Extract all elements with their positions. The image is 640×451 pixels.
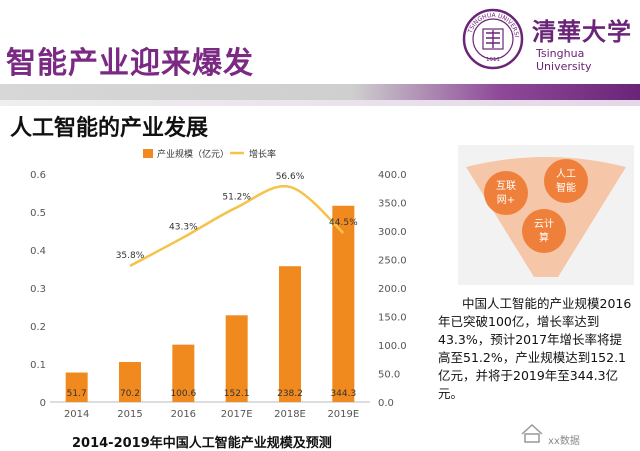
- funnel-circle-cloud: [522, 209, 566, 253]
- bar-value-label: 238.2: [277, 389, 303, 399]
- left-tick-label: 0.1: [30, 360, 46, 371]
- university-seal-icon: TSINGHUA UNIVERSITY 1911: [462, 8, 524, 70]
- left-tick-label: 0.5: [30, 208, 46, 219]
- growth-value-label: 43.3%: [169, 222, 198, 232]
- svg-text:1911: 1911: [486, 57, 500, 63]
- growth-value-label: 35.8%: [116, 251, 145, 261]
- bar-value-label: 152.1: [224, 389, 250, 399]
- description-text: 中国人工智能的产业规模2016年已突破100亿，增长率达到43.3%，预计201…: [438, 296, 632, 401]
- legend-swatch-bar: [143, 149, 153, 158]
- x-tick-label: 2018E: [274, 409, 306, 420]
- right-tick-label: 150.0: [378, 313, 407, 324]
- section-title: 人工智能的产业发展: [10, 116, 209, 141]
- funnel-svg: 互联 网+ 人工 智能 云计 算: [466, 157, 626, 277]
- x-axis-ticks: 2014 2015 2016 2017E 2018E 2019E: [64, 409, 359, 420]
- chart-legend: 产业规模（亿元） 增长率: [143, 148, 276, 160]
- left-tick-label: 0: [40, 398, 46, 409]
- growth-data-labels: 35.8% 43.3% 51.2% 56.6% 44.5%: [116, 172, 358, 261]
- funnel-label-cloud-1: 云计: [534, 217, 554, 230]
- right-tick-label: 250.0: [378, 256, 407, 267]
- bar: [172, 344, 195, 402]
- right-tick-label: 0.0: [378, 398, 394, 409]
- growth-line: [129, 184, 345, 268]
- watermark-text: xx数据: [548, 436, 580, 447]
- bar: [332, 205, 355, 402]
- funnel-label-ai-1: 人工: [556, 168, 576, 180]
- bar-value-label: 70.2: [120, 389, 140, 399]
- growth-value-label: 56.6%: [276, 172, 305, 182]
- bar-value-label: 51.7: [67, 389, 87, 399]
- header-band-shadow: [0, 100, 640, 106]
- x-tick-label: 2016: [171, 409, 196, 420]
- right-tick-label: 200.0: [378, 284, 407, 295]
- left-tick-label: 0.4: [30, 246, 46, 257]
- university-name-en: Tsinghua University: [536, 47, 592, 73]
- bar: [65, 372, 88, 402]
- chart-caption: 2014-2019年中国人工智能产业规模及预测: [72, 436, 332, 451]
- right-tick-label: 400.0: [378, 170, 407, 181]
- slide-title: 智能产业迎来爆发: [6, 46, 254, 81]
- x-tick-label: 2015: [117, 409, 142, 420]
- right-tick-label: 50.0: [378, 370, 400, 381]
- x-tick-label: 2014: [64, 409, 89, 420]
- funnel-label-cloud-2: 算: [539, 231, 549, 244]
- right-tick-label: 100.0: [378, 341, 407, 352]
- watermark-logo-icon: [521, 423, 543, 443]
- university-name-cn: 清華大学: [532, 17, 632, 46]
- bar-value-label: 344.3: [330, 389, 356, 399]
- legend-label-bar: 产业规模（亿元）: [157, 148, 229, 160]
- left-axis: 0 0.1 0.2 0.3 0.4 0.5 0.6: [30, 170, 46, 409]
- x-tick-label: 2019E: [327, 409, 359, 420]
- growth-value-label: 51.2%: [222, 192, 251, 202]
- funnel-circle-internet: [484, 171, 528, 215]
- bar: [225, 315, 248, 402]
- left-tick-label: 0.3: [30, 284, 46, 295]
- x-tick-label: 2017E: [221, 409, 253, 420]
- growth-line-series: [129, 184, 345, 268]
- legend-label-line: 增长率: [249, 148, 276, 160]
- industry-scale-chart: 产业规模（亿元） 增长率 0 0.1 0.2 0.3 0.4 0.5 0.6 0.0 50.0…: [0, 140, 420, 430]
- header-band: [0, 84, 640, 100]
- funnel-graphic: 互联 网+ 人工 智能 云计 算: [458, 145, 634, 285]
- right-tick-label: 350.0: [378, 199, 407, 210]
- funnel-label-internet-2: 网+: [497, 194, 515, 206]
- growth-value-label: 44.5%: [329, 218, 358, 228]
- bar-data-labels: 51.7 70.2 100.6 152.1 238.2 344.3: [67, 389, 357, 399]
- chart-svg: 产业规模（亿元） 增长率 0 0.1 0.2 0.3 0.4 0.5 0.6 0.0 50.0…: [30, 148, 407, 420]
- funnel-label-internet-1: 互联: [496, 180, 516, 192]
- left-tick-label: 0.6: [30, 170, 46, 181]
- bar: [119, 361, 141, 402]
- right-tick-label: 300.0: [378, 227, 407, 238]
- left-tick-label: 0.2: [30, 322, 46, 333]
- bar-series: [65, 205, 355, 402]
- bar-value-label: 100.6: [170, 389, 196, 399]
- funnel-label-ai-2: 智能: [556, 181, 576, 194]
- funnel-circle-ai: [544, 159, 588, 203]
- right-axis: 0.0 50.0 100.0 150.0 200.0 250.0 300.0 350.0 400…: [378, 170, 407, 409]
- bar: [279, 266, 301, 402]
